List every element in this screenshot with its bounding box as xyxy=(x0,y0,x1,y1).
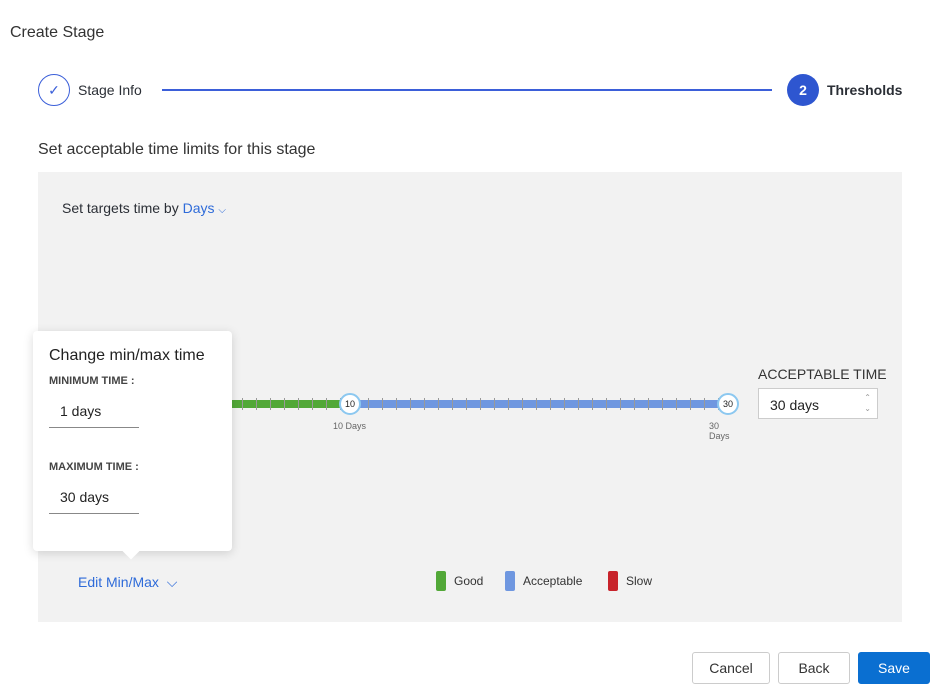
slider-tick xyxy=(522,398,523,410)
step-number: 2 xyxy=(787,74,819,106)
save-button[interactable]: Save xyxy=(858,652,930,684)
max-time-label: MAXIMUM TIME : xyxy=(49,461,139,473)
check-icon: ✓ xyxy=(38,74,70,106)
targets-prefix: Set targets time by xyxy=(62,200,179,216)
threshold-slider[interactable]: 10 30 10 Days 30 Days xyxy=(232,393,742,441)
legend-label: Good xyxy=(454,574,484,588)
slider-tick xyxy=(606,398,607,410)
legend-label: Acceptable xyxy=(523,574,583,588)
legend-slow: Slow xyxy=(608,571,652,591)
slow-swatch xyxy=(608,571,618,591)
legend-good: Good xyxy=(436,571,483,591)
max-time-input[interactable]: 30 days xyxy=(49,489,139,514)
knob2-label: 30 Days xyxy=(709,421,730,441)
slider-tick xyxy=(466,398,467,410)
good-swatch xyxy=(436,571,446,591)
stepper-icon[interactable]: ⌃ ⌄ xyxy=(864,393,871,413)
slider-tick xyxy=(382,398,383,410)
acceptable-time-label: ACCEPTABLE TIME xyxy=(758,366,887,382)
slider-tick xyxy=(270,398,271,410)
slider-tick xyxy=(438,398,439,410)
min-time-input[interactable]: 1 days xyxy=(49,403,139,428)
slider-tick xyxy=(256,398,257,410)
page-title: Create Stage xyxy=(10,24,105,41)
edit-min-max-button[interactable]: Edit Min/Max ⌵ xyxy=(78,574,177,591)
slider-tick xyxy=(550,398,551,410)
acceptable-range-bar xyxy=(350,400,728,408)
acceptable-time-value: 30 days xyxy=(770,397,820,413)
slider-tick xyxy=(662,398,663,410)
slider-tick xyxy=(480,398,481,410)
edit-min-max-label: Edit Min/Max xyxy=(78,574,159,590)
acceptable-threshold-knob[interactable]: 30 xyxy=(717,393,739,415)
slider-tick xyxy=(508,398,509,410)
chevron-down-icon: ⌵ xyxy=(218,205,226,216)
acceptable-time-input[interactable]: 30 days ⌃ ⌄ xyxy=(758,388,878,419)
slider-tick xyxy=(648,398,649,410)
slider-tick xyxy=(620,398,621,410)
slider-tick xyxy=(242,398,243,410)
slider-tick xyxy=(312,398,313,410)
unit-dropdown[interactable]: Days ⌵ xyxy=(183,200,226,216)
slider-tick xyxy=(410,398,411,410)
knob1-label: 10 Days xyxy=(333,421,367,431)
slider-tick xyxy=(592,398,593,410)
slider-tick xyxy=(676,398,677,410)
slider-tick xyxy=(564,398,565,410)
good-threshold-knob[interactable]: 10 xyxy=(339,393,361,415)
slider-tick xyxy=(690,398,691,410)
slider-tick xyxy=(536,398,537,410)
good-range-bar xyxy=(232,400,350,408)
step-thresholds[interactable]: Thresholds xyxy=(827,82,903,98)
slider-tick xyxy=(494,398,495,410)
unit-value: Days xyxy=(182,200,215,216)
step-connector xyxy=(162,89,772,91)
min-max-popover: Change min/max time MINIMUM TIME : 1 day… xyxy=(33,331,232,560)
chevron-down-icon: ⌵ xyxy=(166,574,178,590)
slider-tick xyxy=(326,398,327,410)
back-button[interactable]: Back xyxy=(778,652,850,684)
slider-tick xyxy=(634,398,635,410)
legend-acceptable: Acceptable xyxy=(505,571,582,591)
acceptable-swatch xyxy=(505,571,515,591)
slider-tick xyxy=(284,398,285,410)
slider-tick xyxy=(578,398,579,410)
slider-tick xyxy=(452,398,453,410)
slider-tick xyxy=(298,398,299,410)
popover-title: Change min/max time xyxy=(49,347,205,364)
step-stage-info[interactable]: Stage Info xyxy=(78,82,142,98)
slider-tick xyxy=(704,398,705,410)
cancel-button[interactable]: Cancel xyxy=(692,652,770,684)
slider-tick xyxy=(368,398,369,410)
slider-tick xyxy=(396,398,397,410)
section-subtitle: Set acceptable time limits for this stag… xyxy=(38,141,316,158)
legend-label: Slow xyxy=(626,574,653,588)
slider-tick xyxy=(424,398,425,410)
min-time-label: MINIMUM TIME : xyxy=(49,375,135,387)
targets-unit: Set targets time by Days ⌵ xyxy=(62,200,226,216)
